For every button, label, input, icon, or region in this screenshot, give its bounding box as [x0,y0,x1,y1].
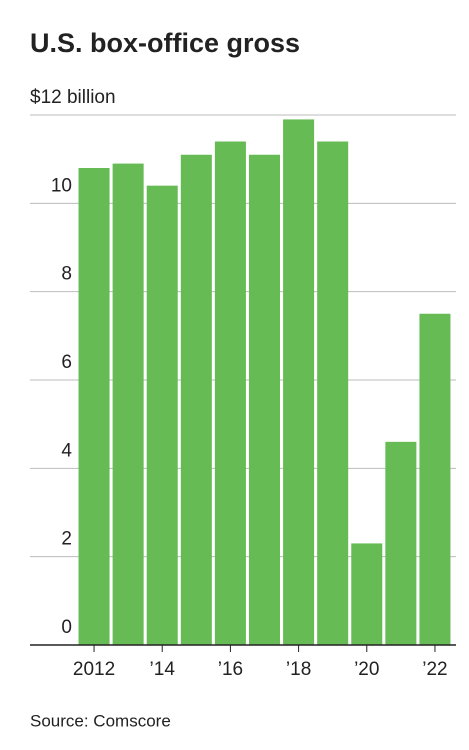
x-tick-label: ’20 [354,659,379,680]
y-tick-label: $12 billion [30,87,116,108]
x-tick-label: 2012 [73,659,115,680]
bar [146,185,178,645]
y-tick-label: 2 [61,529,72,550]
bar [419,313,451,645]
x-tick-label: ’18 [286,659,311,680]
x-tick-label: ’16 [218,659,243,680]
y-tick-label: 4 [61,440,72,461]
y-tick-label: 0 [61,617,72,638]
bar [283,119,315,645]
bar [180,154,212,645]
chart-title: U.S. box-office gross [30,28,300,58]
bar [385,441,417,645]
bar [214,141,246,645]
bar [317,141,349,645]
source: Source: Comscore [30,711,171,730]
bar [78,168,110,645]
bar [351,543,383,645]
y-tick-label: 10 [51,175,72,196]
x-tick-label: ’14 [150,659,176,680]
x-tick-label: ’22 [422,659,447,680]
y-tick-label: 6 [61,352,72,373]
bar [112,163,144,646]
y-tick-label: 8 [61,264,72,285]
bar [248,154,281,645]
